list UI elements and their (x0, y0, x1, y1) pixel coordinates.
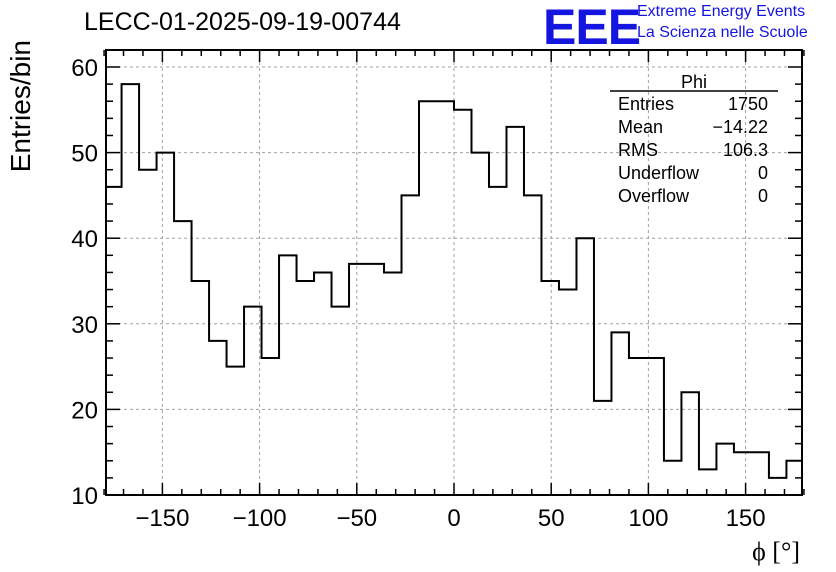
x-axis-label: ϕ [°] (752, 537, 800, 566)
x-tick-label: 100 (628, 505, 668, 532)
stats-row-label: Underflow (618, 163, 700, 183)
y-tick-label: 10 (71, 483, 98, 510)
x-tick-label: 50 (538, 505, 565, 532)
stats-row-value: −14.22 (712, 117, 768, 137)
y-tick-label: 50 (71, 141, 98, 168)
x-tick-label: 150 (726, 505, 766, 532)
stats-row-value: 106.3 (723, 140, 768, 160)
x-tick-label: −50 (336, 505, 377, 532)
stats-row-value: 0 (758, 163, 768, 183)
eee-logo: EEE (543, 0, 641, 55)
x-tick-label: 0 (447, 505, 460, 532)
y-tick-label: 20 (71, 397, 98, 424)
stats-row-value: 1750 (728, 94, 768, 114)
y-axis-label: Entries/bin (5, 40, 36, 172)
run-title: LECC-01-2025-09-19-00744 (84, 8, 401, 36)
y-tick-label: 60 (71, 55, 98, 82)
stats-box-title: Phi (681, 72, 707, 92)
stats-row-label: Entries (618, 94, 674, 114)
x-tick-label: −100 (233, 505, 287, 532)
y-tick-label: 30 (71, 312, 98, 339)
stats-row-value: 0 (758, 186, 768, 206)
logo-line-1: Extreme Energy Events (637, 3, 806, 20)
logo-line-2: La Scienza nelle Scuole (637, 24, 808, 41)
stats-row-label: RMS (618, 140, 658, 160)
stats-row-label: Overflow (618, 186, 690, 206)
x-tick-label: −150 (135, 505, 189, 532)
histogram-line (106, 83, 802, 479)
y-tick-label: 40 (71, 226, 98, 253)
stats-row-label: Mean (618, 117, 663, 137)
